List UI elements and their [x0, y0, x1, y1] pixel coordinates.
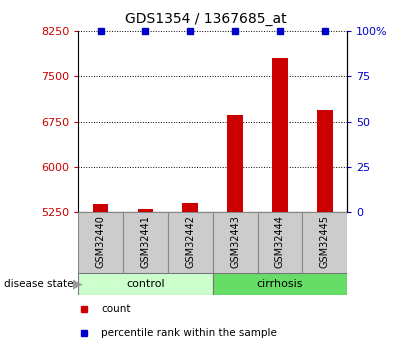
Bar: [182, 204, 198, 212]
Bar: [227, 115, 243, 212]
Bar: [272, 58, 288, 212]
FancyBboxPatch shape: [258, 212, 302, 273]
FancyBboxPatch shape: [213, 273, 347, 295]
Bar: [92, 204, 109, 212]
Text: GDS1354 / 1367685_at: GDS1354 / 1367685_at: [125, 12, 286, 26]
FancyBboxPatch shape: [213, 212, 258, 273]
FancyBboxPatch shape: [123, 212, 168, 273]
Bar: [138, 209, 153, 212]
Bar: [317, 110, 333, 212]
Text: disease state: disease state: [4, 279, 74, 289]
FancyBboxPatch shape: [78, 273, 213, 295]
Text: GSM32442: GSM32442: [185, 215, 195, 268]
Text: GSM32444: GSM32444: [275, 215, 285, 268]
FancyBboxPatch shape: [302, 212, 347, 273]
Text: GSM32445: GSM32445: [320, 215, 330, 268]
Text: GSM32441: GSM32441: [141, 215, 150, 268]
FancyBboxPatch shape: [78, 212, 123, 273]
Text: GSM32443: GSM32443: [230, 215, 240, 268]
FancyBboxPatch shape: [168, 212, 213, 273]
Text: control: control: [126, 279, 165, 289]
Text: ▶: ▶: [73, 277, 82, 290]
Text: count: count: [101, 304, 131, 314]
Text: percentile rank within the sample: percentile rank within the sample: [101, 328, 277, 337]
Text: GSM32440: GSM32440: [95, 215, 106, 268]
Text: cirrhosis: cirrhosis: [257, 279, 303, 289]
